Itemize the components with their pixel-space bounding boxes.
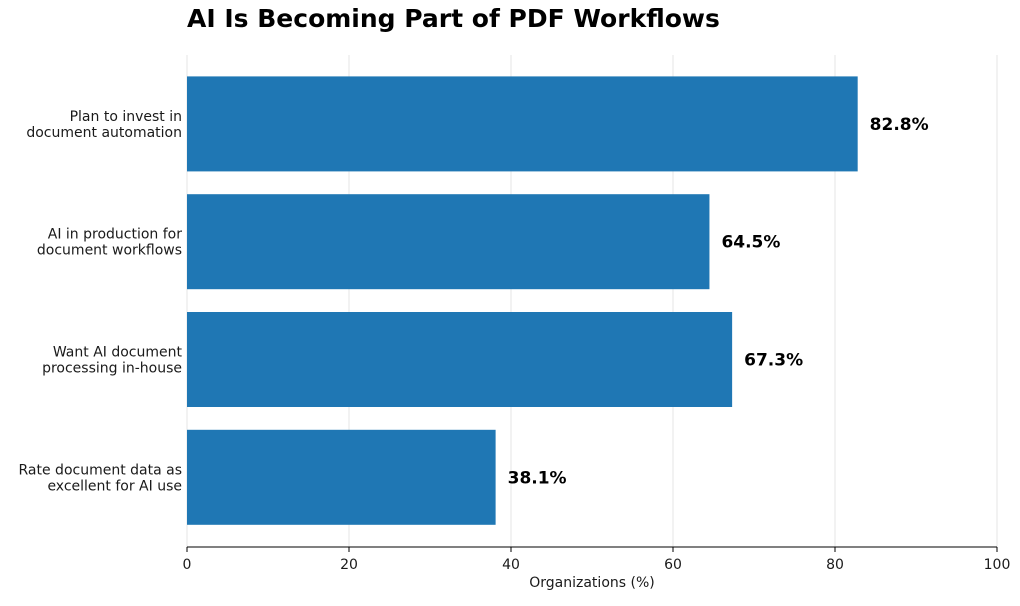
bar-3 bbox=[187, 429, 496, 525]
bars bbox=[187, 76, 858, 525]
value-labels: 82.8% 64.5% 67.3% 38.1% bbox=[508, 115, 929, 488]
value-label-1: 64.5% bbox=[721, 233, 780, 253]
value-label-2: 67.3% bbox=[744, 351, 803, 371]
x-tick-label-20: 20 bbox=[340, 557, 358, 573]
category-label-1: AI in production for document workflows bbox=[37, 227, 182, 259]
chart-title: AI Is Becoming Part of PDF Workflows bbox=[187, 4, 720, 33]
x-tick-label-80: 80 bbox=[826, 557, 844, 573]
category-label-0: Plan to invest in document automation bbox=[26, 109, 182, 141]
x-axis-title: Organizations (%) bbox=[529, 575, 654, 591]
x-tick-label-100: 100 bbox=[984, 557, 1011, 573]
category-labels: Plan to invest in document automation AI i… bbox=[19, 109, 183, 494]
bar-2 bbox=[187, 312, 733, 407]
x-tick-label-0: 0 bbox=[183, 557, 192, 573]
x-tick-label-40: 40 bbox=[502, 557, 520, 573]
category-label-3: Rate document data as excellent for AI us… bbox=[19, 462, 183, 494]
value-label-3: 38.1% bbox=[508, 468, 567, 488]
bar-0 bbox=[187, 76, 858, 172]
bar-1 bbox=[187, 194, 710, 290]
category-label-2: Want AI document processing in-house bbox=[42, 345, 182, 377]
x-tick-label-60: 60 bbox=[664, 557, 682, 573]
value-label-0: 82.8% bbox=[870, 115, 929, 135]
x-axis: 0 20 40 60 80 100 bbox=[183, 546, 1011, 573]
